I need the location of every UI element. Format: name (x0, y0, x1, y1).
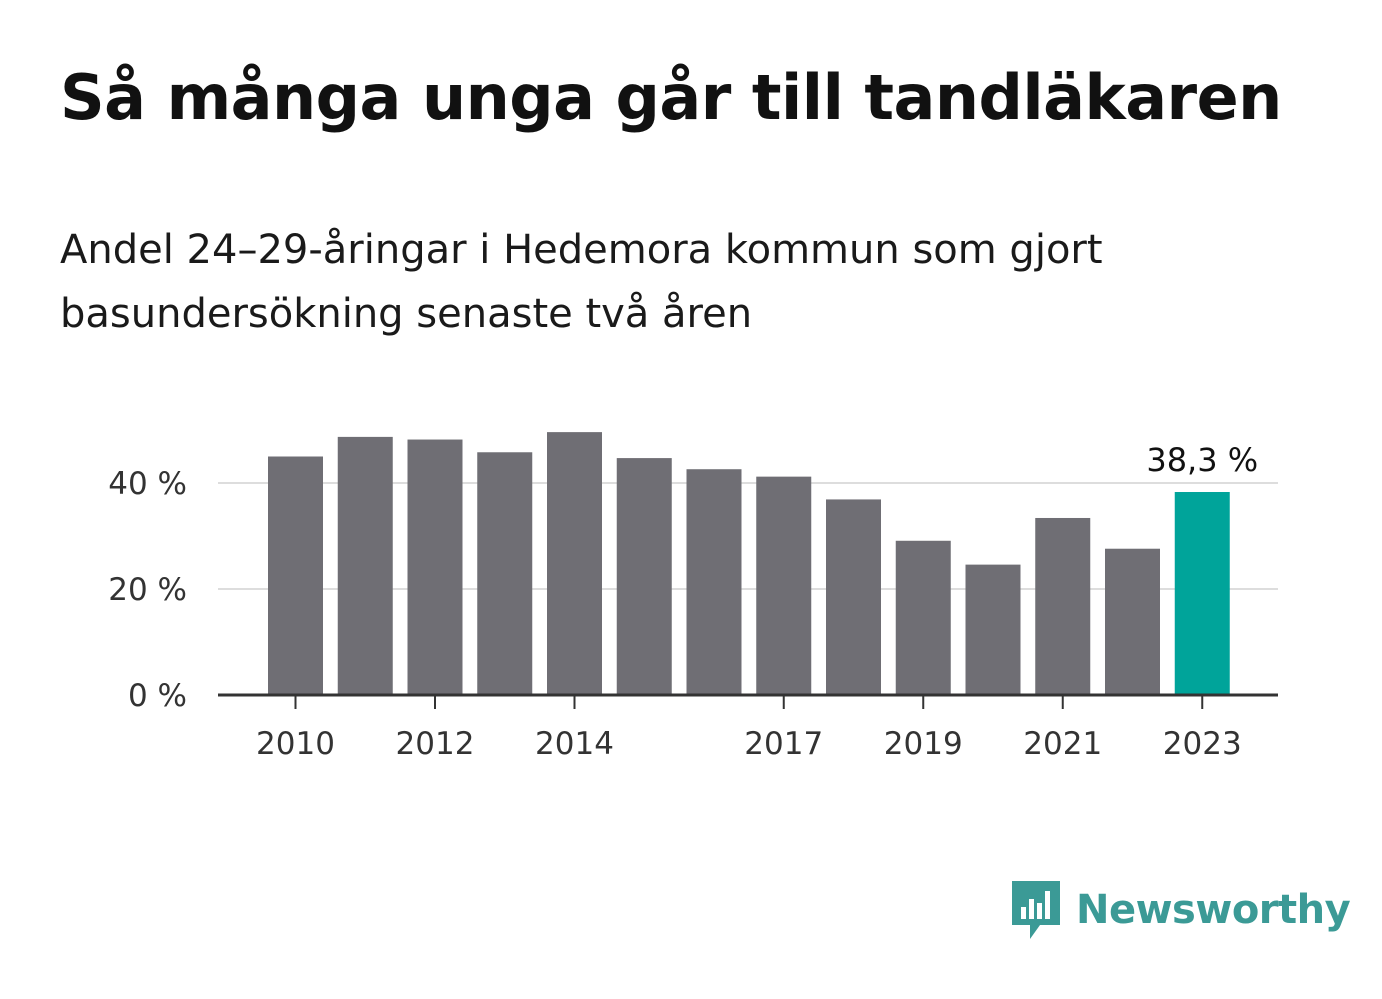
bar-layer (268, 432, 1230, 695)
logo-text: Newsworthy (1076, 887, 1351, 933)
y-tick-label: 0 % (128, 678, 187, 714)
grid-layer (218, 482, 1278, 590)
bar-chart: 0 % 20 % 40 % 38,3 % 2010 2012 2014 2017 2019 202… (108, 432, 1278, 762)
x-tick-label: 2019 (884, 726, 963, 762)
bar (826, 499, 881, 695)
bar (268, 456, 323, 695)
bar (756, 476, 812, 695)
bar (547, 432, 602, 695)
x-tick-label: 2023 (1163, 726, 1242, 762)
bar (965, 564, 1021, 695)
chart-title: Så många unga går till tandläkaren (60, 61, 1282, 134)
chart-subtitle: Andel 24–29-åringar i Hedemora kommun so… (60, 227, 1103, 337)
x-tick-label: 2012 (396, 726, 475, 762)
x-tick-label: 2010 (256, 726, 335, 762)
bar (616, 458, 672, 695)
data-label: 38,3 % (1146, 441, 1258, 479)
y-tick-label: 40 % (108, 466, 187, 502)
bar (1035, 517, 1091, 695)
bar (1174, 492, 1230, 695)
bar (1105, 548, 1160, 695)
bar (895, 540, 951, 695)
x-tick-label: 2017 (744, 726, 823, 762)
axis-layer: 0 % 20 % 40 % 38,3 % 2010 2012 2014 2017 2019 202… (108, 441, 1278, 762)
newsworthy-logo: Newsworthy (1010, 878, 1351, 942)
x-tick-label: 2014 (535, 726, 614, 762)
bar-chart-icon (1012, 881, 1060, 939)
bar (407, 439, 463, 695)
y-tick-label: 20 % (108, 572, 187, 608)
bar (686, 469, 742, 695)
bar (477, 452, 533, 695)
bar (337, 436, 393, 695)
x-tick-label: 2021 (1023, 726, 1102, 762)
